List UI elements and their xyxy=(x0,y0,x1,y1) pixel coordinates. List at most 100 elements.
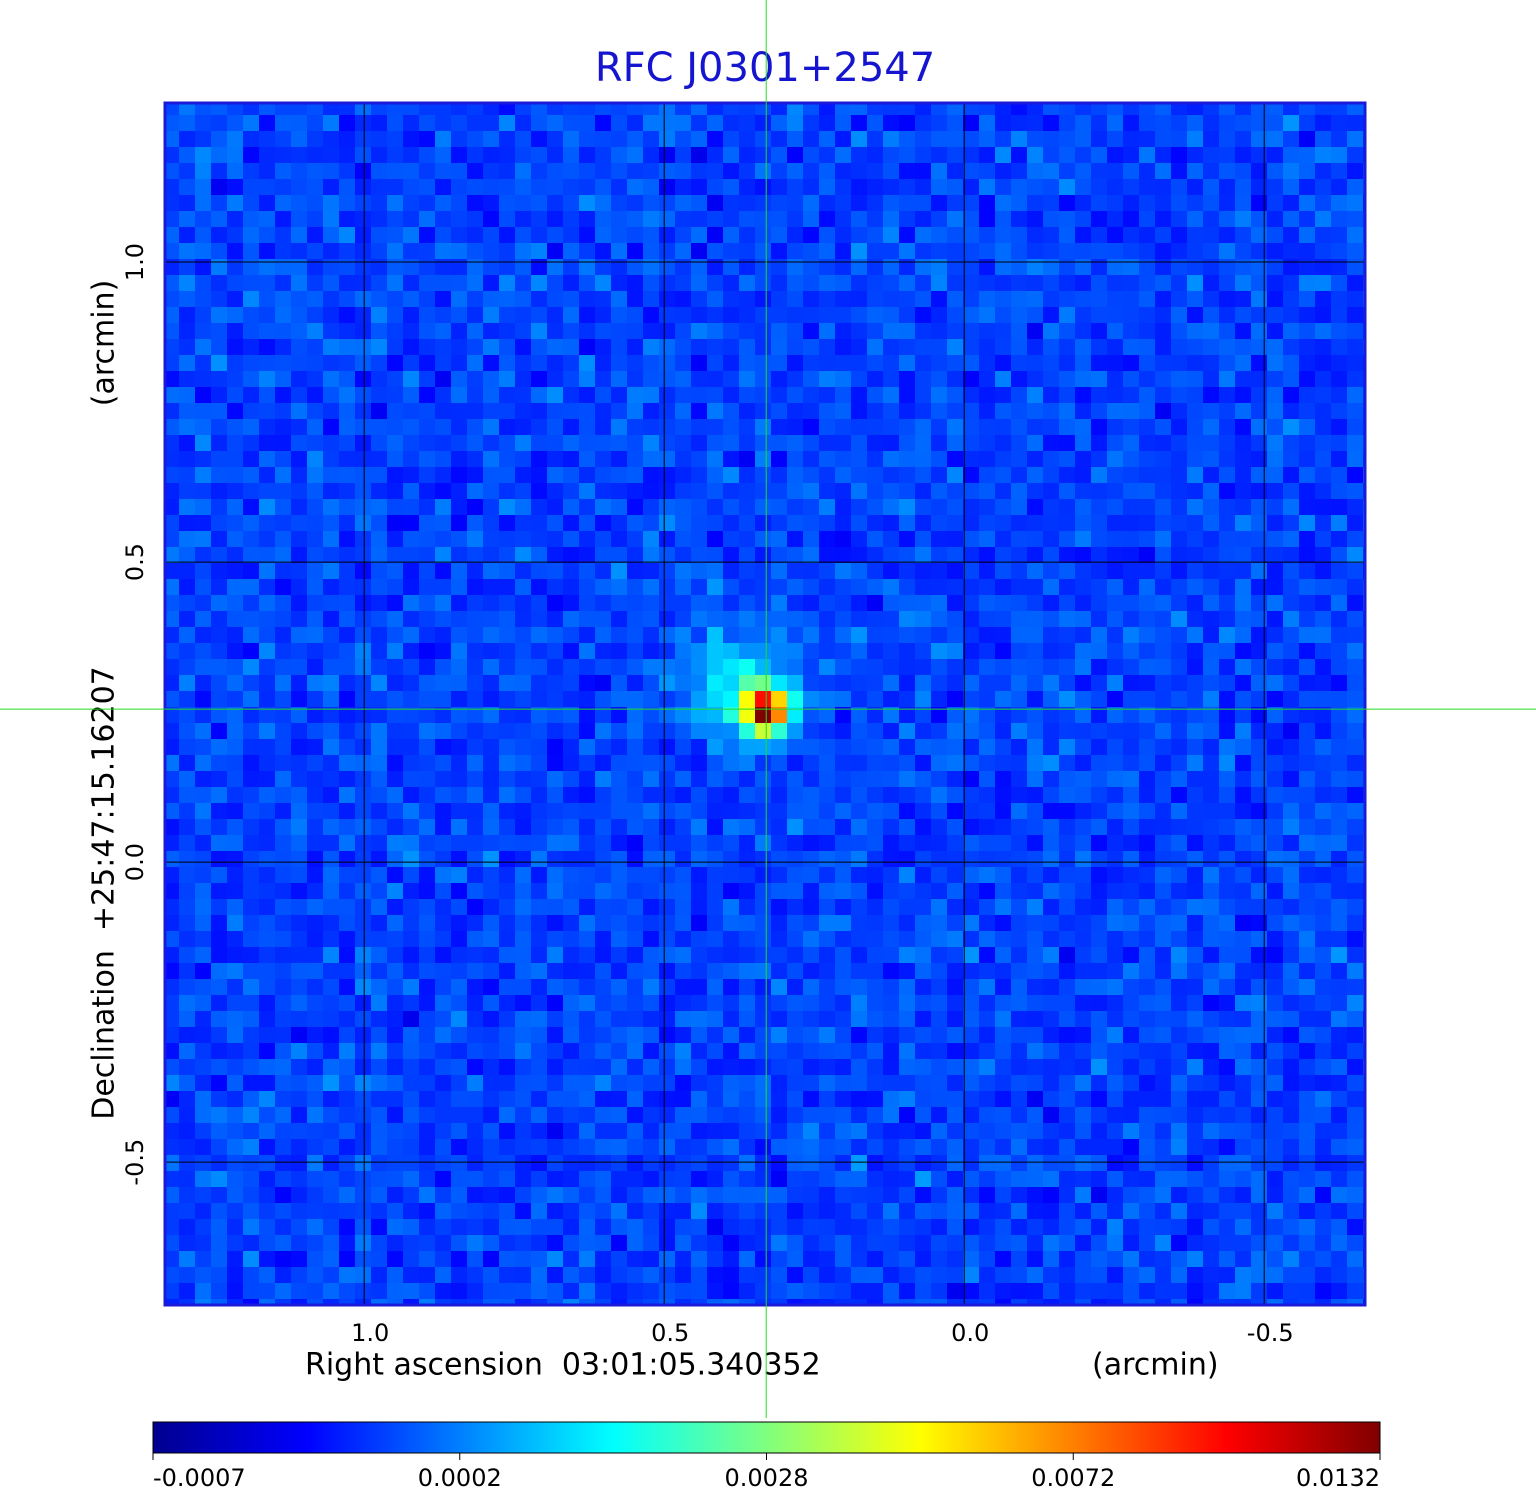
image-pixel xyxy=(243,611,259,627)
image-pixel xyxy=(835,419,851,435)
image-pixel xyxy=(1107,451,1123,467)
image-pixel xyxy=(1267,499,1283,515)
image-pixel xyxy=(659,707,675,723)
image-pixel xyxy=(387,995,403,1011)
image-pixel xyxy=(915,787,931,803)
image-pixel xyxy=(403,595,419,611)
image-pixel xyxy=(1315,195,1331,211)
image-pixel xyxy=(1267,451,1283,467)
image-pixel xyxy=(403,227,419,243)
image-pixel xyxy=(515,115,531,131)
image-pixel xyxy=(499,835,515,851)
image-pixel xyxy=(1187,803,1203,819)
image-pixel xyxy=(1219,627,1235,643)
image-pixel xyxy=(259,1059,275,1075)
image-pixel xyxy=(259,499,275,515)
image-pixel xyxy=(787,211,803,227)
image-pixel xyxy=(227,307,243,323)
image-pixel xyxy=(675,275,691,291)
image-pixel xyxy=(323,851,339,867)
image-pixel xyxy=(1203,963,1219,979)
image-pixel xyxy=(595,1107,611,1123)
image-pixel xyxy=(1155,1059,1171,1075)
image-pixel xyxy=(611,515,627,531)
image-pixel xyxy=(723,611,739,627)
image-pixel xyxy=(1123,883,1139,899)
image-pixel xyxy=(979,691,995,707)
image-pixel xyxy=(1027,307,1043,323)
image-pixel xyxy=(227,499,243,515)
image-pixel xyxy=(1251,467,1267,483)
image-pixel xyxy=(1299,147,1315,163)
image-pixel xyxy=(1267,947,1283,963)
image-pixel xyxy=(963,419,979,435)
image-pixel xyxy=(963,211,979,227)
image-pixel xyxy=(387,675,403,691)
image-pixel xyxy=(451,787,467,803)
image-pixel xyxy=(1203,1075,1219,1091)
image-pixel xyxy=(467,755,483,771)
image-pixel xyxy=(483,707,499,723)
image-pixel xyxy=(963,819,979,835)
image-pixel xyxy=(995,1107,1011,1123)
image-pixel xyxy=(531,963,547,979)
image-pixel xyxy=(435,259,451,275)
image-pixel xyxy=(1283,691,1299,707)
image-pixel xyxy=(1267,103,1283,115)
image-pixel xyxy=(755,851,771,867)
image-pixel xyxy=(243,371,259,387)
image-pixel xyxy=(1347,371,1363,387)
image-pixel xyxy=(211,835,227,851)
image-pixel xyxy=(1139,675,1155,691)
image-pixel xyxy=(931,867,947,883)
image-pixel xyxy=(1027,707,1043,723)
image-pixel xyxy=(1299,451,1315,467)
image-pixel xyxy=(915,723,931,739)
image-pixel xyxy=(195,103,211,115)
image-pixel xyxy=(243,563,259,579)
image-pixel xyxy=(435,1059,451,1075)
image-pixel xyxy=(1347,195,1363,211)
image-pixel xyxy=(227,339,243,355)
image-pixel xyxy=(165,787,179,803)
image-pixel xyxy=(339,979,355,995)
image-pixel xyxy=(307,259,323,275)
image-pixel xyxy=(947,723,963,739)
image-pixel xyxy=(851,419,867,435)
image-pixel xyxy=(1331,1059,1347,1075)
image-pixel xyxy=(227,867,243,883)
image-pixel xyxy=(851,995,867,1011)
image-pixel xyxy=(403,1107,419,1123)
image-pixel xyxy=(1219,787,1235,803)
image-pixel xyxy=(803,899,819,915)
image-pixel xyxy=(483,323,499,339)
image-pixel xyxy=(787,595,803,611)
image-pixel xyxy=(675,803,691,819)
image-pixel xyxy=(835,835,851,851)
image-pixel xyxy=(1011,163,1027,179)
image-pixel xyxy=(403,243,419,259)
image-pixel xyxy=(1123,419,1139,435)
image-pixel xyxy=(803,211,819,227)
image-pixel xyxy=(611,371,627,387)
image-pixel xyxy=(1107,147,1123,163)
image-pixel xyxy=(1283,771,1299,787)
image-pixel xyxy=(483,103,499,115)
image-pixel xyxy=(179,563,195,579)
image-pixel xyxy=(179,739,195,755)
image-pixel xyxy=(755,323,771,339)
image-pixel xyxy=(291,1123,307,1139)
image-pixel xyxy=(419,803,435,819)
image-pixel xyxy=(435,131,451,147)
image-pixel xyxy=(755,179,771,195)
image-pixel xyxy=(355,899,371,915)
image-pixel xyxy=(1251,563,1267,579)
image-pixel xyxy=(1219,103,1235,115)
image-pixel xyxy=(707,723,723,739)
image-pixel xyxy=(1235,899,1251,915)
image-pixel xyxy=(595,531,611,547)
image-pixel xyxy=(1155,147,1171,163)
image-pixel xyxy=(483,211,499,227)
image-pixel xyxy=(579,643,595,659)
image-pixel xyxy=(803,547,819,563)
